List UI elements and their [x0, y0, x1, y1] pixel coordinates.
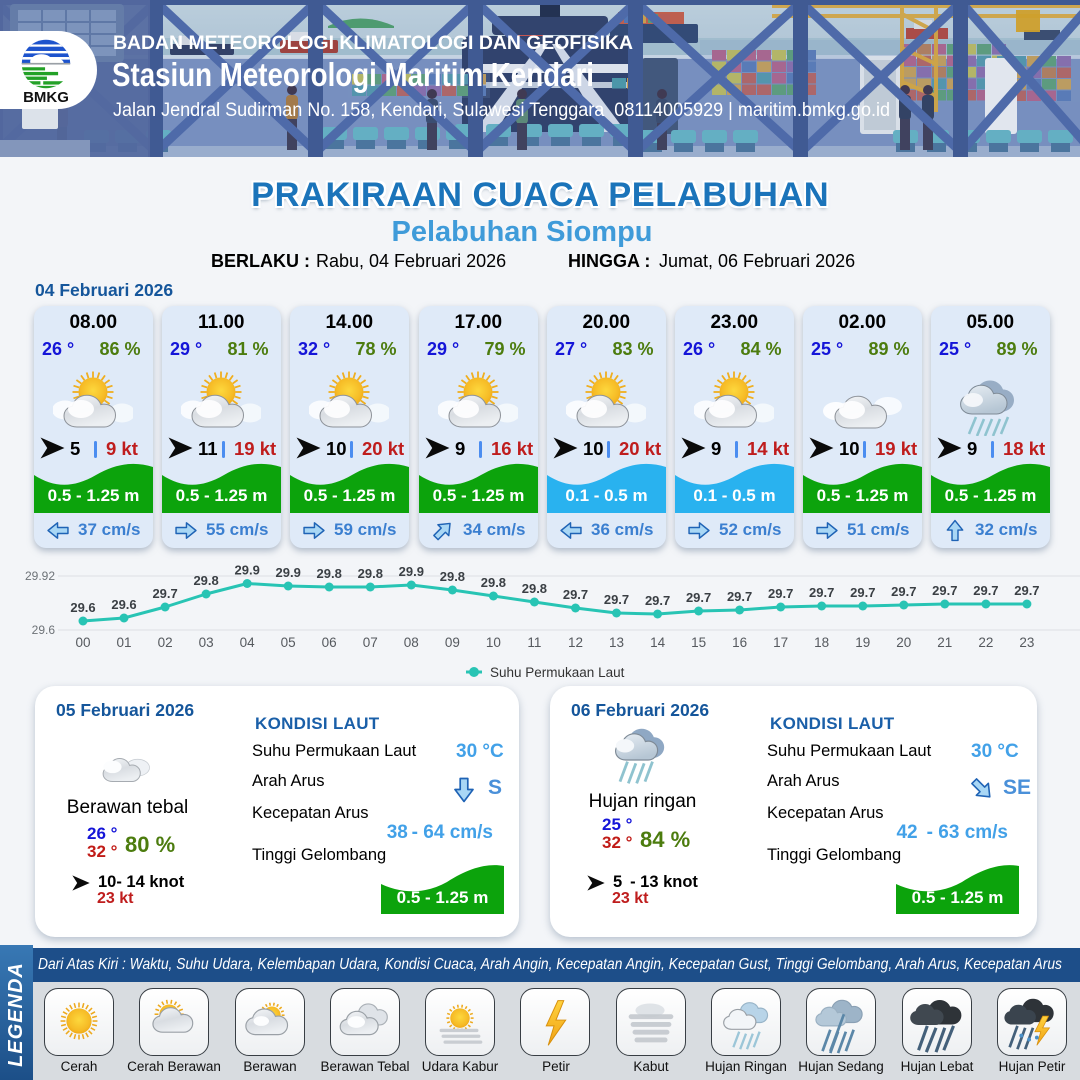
svg-text:16: 16: [732, 635, 747, 650]
svg-text:01: 01: [116, 635, 131, 650]
svg-text:29.8: 29.8: [358, 566, 383, 581]
svg-text:06: 06: [322, 635, 337, 650]
svg-text:18: 18: [814, 635, 829, 650]
svg-text:29.7: 29.7: [563, 587, 588, 602]
svg-text:20: 20: [896, 635, 911, 650]
svg-text:29.8: 29.8: [440, 569, 465, 584]
svg-text:07: 07: [363, 635, 378, 650]
svg-text:Suhu Permukaan Laut: Suhu Permukaan Laut: [490, 665, 625, 680]
svg-text:12: 12: [568, 635, 583, 650]
svg-text:29.7: 29.7: [727, 589, 752, 604]
svg-text:29.7: 29.7: [850, 585, 875, 600]
svg-text:10: 10: [486, 635, 501, 650]
svg-text:29.7: 29.7: [932, 583, 957, 598]
svg-text:23: 23: [1019, 635, 1034, 650]
svg-text:14: 14: [650, 635, 666, 650]
svg-text:29.6: 29.6: [70, 600, 95, 615]
svg-text:29.6: 29.6: [111, 597, 136, 612]
svg-text:29.8: 29.8: [522, 581, 547, 596]
svg-text:11: 11: [527, 635, 541, 650]
svg-text:29.8: 29.8: [317, 566, 342, 581]
svg-text:29.7: 29.7: [891, 584, 916, 599]
svg-text:29.7: 29.7: [604, 592, 629, 607]
svg-text:29.9: 29.9: [235, 563, 260, 578]
svg-text:05: 05: [281, 635, 296, 650]
svg-text:22: 22: [978, 635, 993, 650]
svg-text:29.9: 29.9: [276, 565, 301, 580]
svg-text:04: 04: [240, 635, 256, 650]
svg-text:03: 03: [199, 635, 214, 650]
svg-text:29.9: 29.9: [399, 564, 424, 579]
svg-text:21: 21: [937, 635, 952, 650]
svg-text:29.7: 29.7: [973, 583, 998, 598]
svg-text:00: 00: [75, 635, 90, 650]
svg-text:29.7: 29.7: [809, 585, 834, 600]
svg-text:19: 19: [855, 635, 870, 650]
svg-text:02: 02: [158, 635, 173, 650]
svg-text:29.8: 29.8: [481, 575, 506, 590]
svg-text:17: 17: [773, 635, 788, 650]
svg-text:08: 08: [404, 635, 419, 650]
svg-text:29.92: 29.92: [25, 569, 55, 583]
svg-text:29.8: 29.8: [193, 573, 218, 588]
svg-text:13: 13: [609, 635, 624, 650]
svg-text:29.7: 29.7: [686, 590, 711, 605]
svg-text:29.7: 29.7: [1014, 583, 1039, 598]
svg-text:29.7: 29.7: [152, 586, 177, 601]
svg-text:15: 15: [691, 635, 706, 650]
svg-text:29.6: 29.6: [32, 623, 56, 637]
svg-text:29.7: 29.7: [645, 593, 670, 608]
svg-text:29.7: 29.7: [768, 586, 793, 601]
svg-text:09: 09: [445, 635, 460, 650]
